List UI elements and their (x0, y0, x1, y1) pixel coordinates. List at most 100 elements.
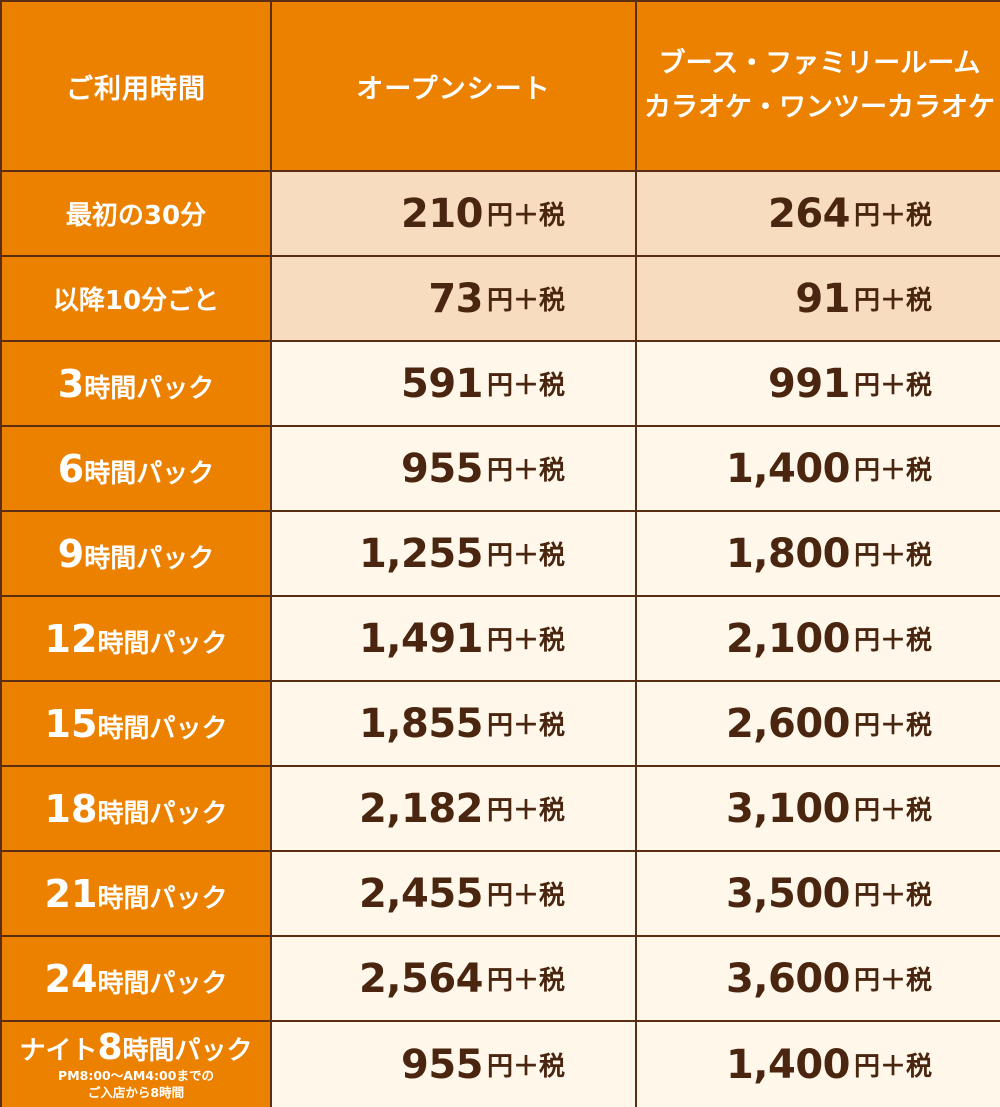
row-label-number: 9 (57, 531, 85, 576)
price-suffix: 円＋税 (853, 966, 932, 996)
row-label-number: 21 (44, 871, 98, 916)
row-label: 6時間パック (2, 427, 272, 512)
price-amount: 955 (400, 445, 484, 492)
price-suffix: 円＋税 (853, 541, 932, 571)
row-label-text: 時間パック (97, 798, 228, 829)
header-booth-line1: ブース・ファミリールーム (658, 48, 981, 79)
booth-price: 991 円＋税 (637, 342, 1000, 427)
price-amount: 210 (400, 190, 484, 237)
row-label-number: 12 (44, 616, 98, 661)
price-amount: 264 (767, 190, 851, 237)
booth-price: 3,100 円＋税 (637, 767, 1000, 852)
open-seat-price: 2,455 円＋税 (272, 852, 637, 937)
row-label: 15時間パック (2, 682, 272, 767)
price-amount: 1,800 (725, 530, 851, 577)
open-seat-price: 591 円＋税 (272, 342, 637, 427)
price-suffix: 円＋税 (853, 456, 932, 486)
row-label-text: 時間パック (97, 713, 228, 744)
price-suffix: 円＋税 (853, 711, 932, 741)
price-suffix: 円＋税 (486, 1052, 565, 1082)
booth-price: 3,600 円＋税 (637, 937, 1000, 1022)
price-suffix: 円＋税 (853, 796, 932, 826)
price-amount: 2,455 (358, 870, 484, 917)
row-label-night: ナイト8時間パック PM8:00～AM4:00までの ご入店から8時間 (2, 1022, 272, 1107)
header-booth-line2: カラオケ・ワンツーカラオケ (644, 92, 995, 123)
price-amount: 91 (795, 275, 850, 322)
price-suffix: 円＋税 (486, 371, 565, 401)
booth-price: 1,800 円＋税 (637, 512, 1000, 597)
price-suffix: 円＋税 (853, 626, 932, 656)
row-label-prefix: ナイト (19, 1035, 98, 1066)
header-open-seat: オープンシート (272, 2, 637, 172)
price-suffix: 円＋税 (486, 286, 565, 316)
price-suffix: 円＋税 (853, 881, 932, 911)
open-seat-price: 210 円＋税 (272, 172, 637, 257)
row-label-text: 時間パック (97, 968, 228, 999)
price-suffix: 円＋税 (486, 541, 565, 571)
price-suffix: 円＋税 (486, 966, 565, 996)
price-suffix: 円＋税 (486, 711, 565, 741)
row-label-number: 24 (44, 956, 98, 1001)
price-amount: 955 (400, 1041, 484, 1088)
price-suffix: 円＋税 (486, 626, 565, 656)
price-amount: 3,100 (725, 785, 851, 832)
header-booth: ブース・ファミリールーム カラオケ・ワンツーカラオケ (637, 2, 1000, 172)
price-amount: 3,500 (725, 870, 851, 917)
price-suffix: 円＋税 (486, 456, 565, 486)
open-seat-price: 955 円＋税 (272, 427, 637, 512)
price-suffix: 円＋税 (486, 881, 565, 911)
booth-price: 1,400 円＋税 (637, 1022, 1000, 1107)
row-label-text: 最初の30分 (65, 201, 207, 231)
row-label-text: 時間パック (84, 543, 215, 574)
open-seat-price: 1,491 円＋税 (272, 597, 637, 682)
row-label-text: 時間パック (97, 883, 228, 914)
price-suffix: 円＋税 (853, 371, 932, 401)
booth-price: 2,600 円＋税 (637, 682, 1000, 767)
row-label: 以降10分ごと (2, 257, 272, 342)
booth-price: 91 円＋税 (637, 257, 1000, 342)
booth-price: 264 円＋税 (637, 172, 1000, 257)
price-amount: 3,600 (725, 955, 851, 1002)
row-label-text: 以降10分ごと (52, 286, 220, 316)
booth-price: 1,400 円＋税 (637, 427, 1000, 512)
price-suffix: 円＋税 (853, 201, 932, 231)
price-amount: 2,100 (725, 615, 851, 662)
price-amount: 1,400 (725, 445, 851, 492)
row-label: 21時間パック (2, 852, 272, 937)
open-seat-price: 2,564 円＋税 (272, 937, 637, 1022)
price-suffix: 円＋税 (853, 1052, 932, 1082)
price-amount: 1,491 (358, 615, 484, 662)
header-time-label: ご利用時間 (66, 73, 206, 105)
price-suffix: 円＋税 (486, 796, 565, 826)
row-label-text: 時間パック (84, 373, 215, 404)
price-amount: 991 (767, 360, 851, 407)
row-label-number: 18 (44, 786, 98, 831)
row-label-number: 8 (97, 1026, 123, 1068)
open-seat-price: 2,182 円＋税 (272, 767, 637, 852)
row-label: 最初の30分 (2, 172, 272, 257)
price-amount: 2,182 (358, 785, 484, 832)
booth-price: 2,100 円＋税 (637, 597, 1000, 682)
price-amount: 2,564 (358, 955, 484, 1002)
row-label-number: 15 (44, 701, 98, 746)
row-label-number: 6 (57, 446, 85, 491)
row-label: 9時間パック (2, 512, 272, 597)
row-label-number: 3 (57, 361, 85, 406)
row-label-text: 時間パック (97, 628, 228, 659)
price-amount: 1,255 (358, 530, 484, 577)
open-seat-price: 1,255 円＋税 (272, 512, 637, 597)
price-suffix: 円＋税 (486, 201, 565, 231)
header-time: ご利用時間 (2, 2, 272, 172)
row-label: 12時間パック (2, 597, 272, 682)
night-note-line1: PM8:00～AM4:00までの (58, 1067, 214, 1083)
row-label: 24時間パック (2, 937, 272, 1022)
row-label: 18時間パック (2, 767, 272, 852)
price-amount: 591 (400, 360, 484, 407)
row-label-text: 時間パック (84, 458, 215, 489)
price-amount: 1,855 (358, 700, 484, 747)
open-seat-price: 73 円＋税 (272, 257, 637, 342)
price-amount: 73 (428, 275, 483, 322)
open-seat-price: 955 円＋税 (272, 1022, 637, 1107)
row-label-text: 時間パック (122, 1035, 253, 1066)
